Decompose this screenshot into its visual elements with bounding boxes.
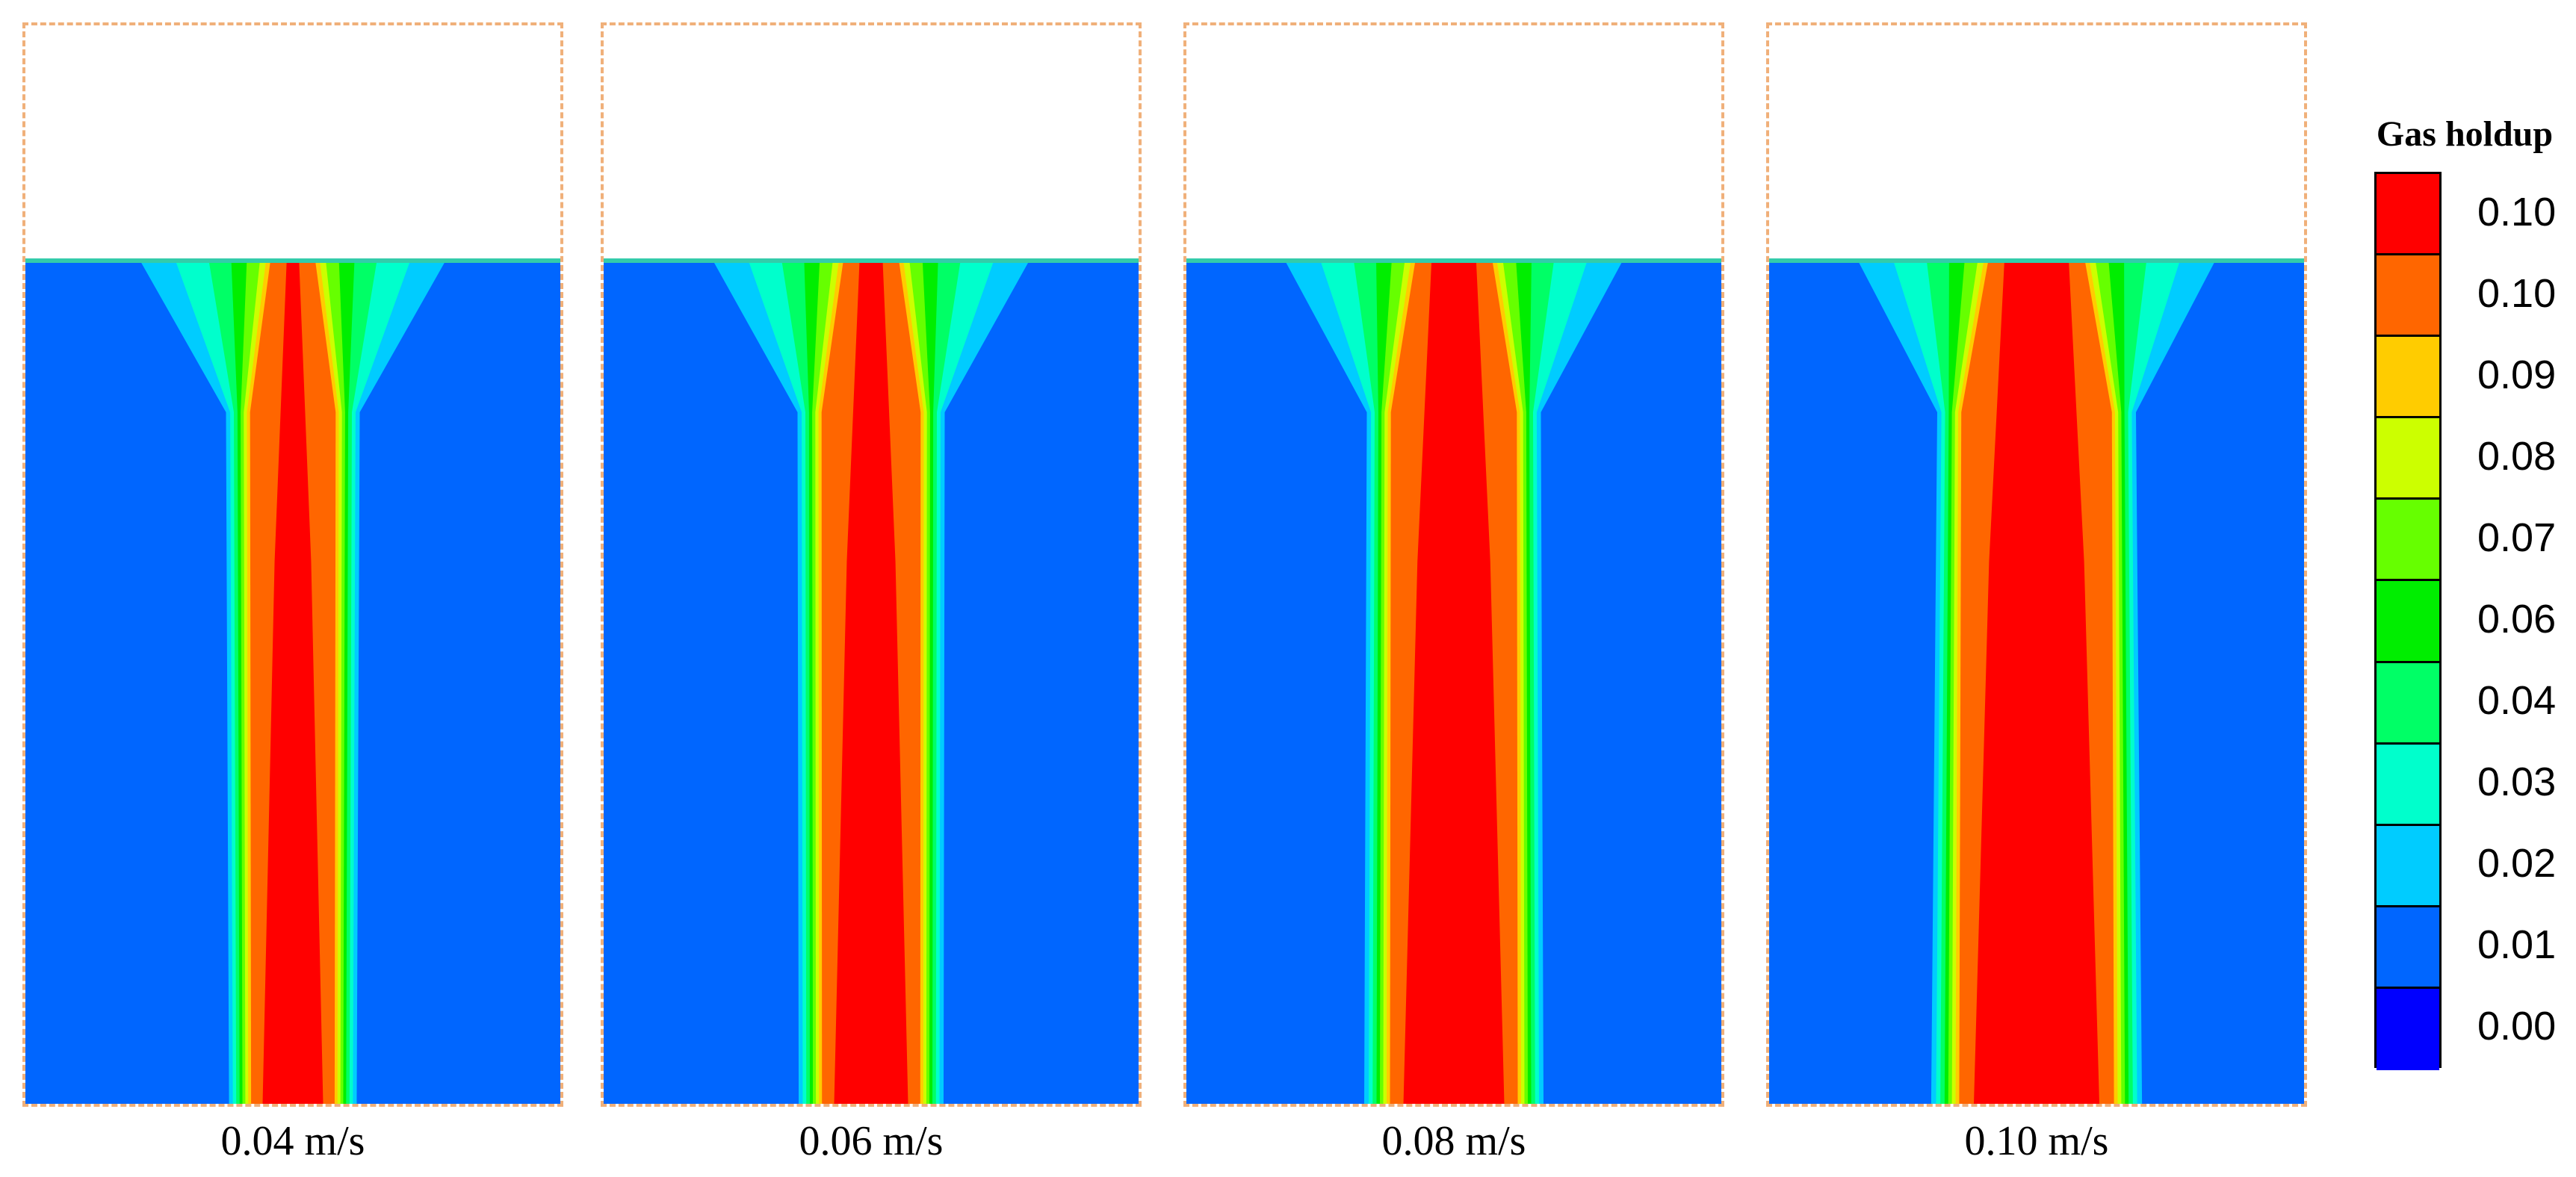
- colorbar-swatch: [2377, 174, 2439, 256]
- colorbar: [2374, 172, 2442, 1070]
- colorbar-label: 0.07: [2477, 515, 2557, 560]
- colorbar-label: 0.04: [2477, 678, 2557, 724]
- contour-plot-1: [25, 258, 560, 1104]
- colorbar-swatch: [2377, 255, 2439, 338]
- colorbar-label: 0.00: [2477, 1004, 2557, 1049]
- contour-panel-1: [22, 22, 563, 1107]
- contour-core: [262, 263, 323, 1104]
- colorbar-label: 0.09: [2477, 352, 2557, 397]
- panel-caption-1: 0.04 m/s: [220, 1118, 365, 1164]
- contour-panel-3: [1183, 22, 1724, 1107]
- colorbar-label: 0.01: [2477, 922, 2557, 968]
- panel-caption-4: 0.10 m/s: [1964, 1118, 2109, 1164]
- contour-panel-4: [1766, 22, 2307, 1107]
- colorbar-label: 0.10: [2477, 270, 2557, 316]
- colorbar-label: 0.08: [2477, 433, 2557, 479]
- free-surface: [25, 258, 560, 263]
- colorbar-swatch: [2377, 825, 2439, 907]
- colorbar-label: 0.06: [2477, 597, 2557, 642]
- colorbar-label: 0.03: [2477, 760, 2557, 805]
- contour-plot-3: [1186, 258, 1721, 1104]
- contour-core: [1974, 263, 2099, 1104]
- panel-caption-3: 0.08 m/s: [1381, 1118, 1526, 1164]
- free-surface: [1769, 258, 2304, 263]
- colorbar-swatch: [2377, 581, 2439, 663]
- contour-plot-2: [604, 258, 1139, 1104]
- contour-core: [834, 263, 908, 1104]
- colorbar-label: 0.02: [2477, 841, 2557, 886]
- colorbar-swatch: [2377, 662, 2439, 745]
- colorbar-swatch: [2377, 907, 2439, 989]
- colorbar-swatch: [2377, 337, 2439, 419]
- colorbar-label: 0.10: [2477, 189, 2557, 235]
- colorbar-swatch: [2377, 500, 2439, 582]
- colorbar-title: Gas holdup: [2376, 114, 2554, 154]
- contour-plot-4: [1769, 258, 2304, 1104]
- colorbar-swatch: [2377, 744, 2439, 826]
- colorbar-swatch: [2377, 418, 2439, 500]
- contour-panel-2: [601, 22, 1142, 1107]
- contour-core: [1403, 263, 1505, 1104]
- panel-caption-2: 0.06 m/s: [799, 1118, 944, 1164]
- free-surface: [1186, 258, 1721, 263]
- free-surface: [604, 258, 1139, 263]
- colorbar-swatch: [2377, 988, 2439, 1070]
